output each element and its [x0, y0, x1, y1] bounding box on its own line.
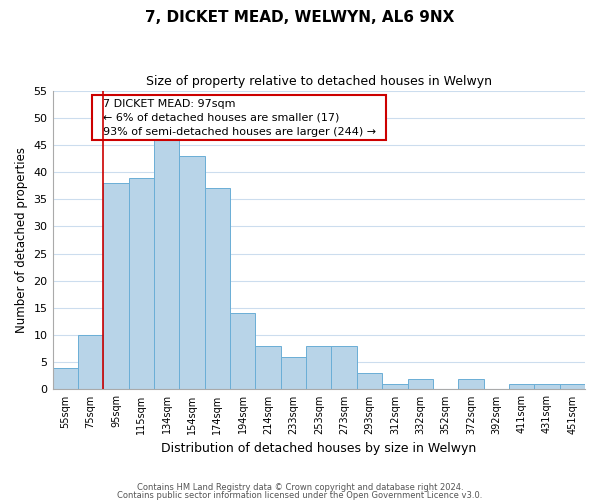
- X-axis label: Distribution of detached houses by size in Welwyn: Distribution of detached houses by size …: [161, 442, 476, 455]
- Bar: [205, 188, 230, 390]
- Text: Contains HM Land Registry data © Crown copyright and database right 2024.: Contains HM Land Registry data © Crown c…: [137, 484, 463, 492]
- Text: 7, DICKET MEAD, WELWYN, AL6 9NX: 7, DICKET MEAD, WELWYN, AL6 9NX: [145, 10, 455, 25]
- Title: Size of property relative to detached houses in Welwyn: Size of property relative to detached ho…: [146, 75, 492, 88]
- Bar: [103, 183, 128, 390]
- Bar: [53, 368, 78, 390]
- Bar: [534, 384, 560, 390]
- Text: 7 DICKET MEAD: 97sqm  
  ← 6% of detached houses are smaller (17)  
  93% of sem: 7 DICKET MEAD: 97sqm ← 6% of detached ho…: [95, 98, 383, 136]
- Bar: [281, 357, 306, 390]
- Bar: [382, 384, 407, 390]
- Bar: [128, 178, 154, 390]
- Bar: [560, 384, 585, 390]
- Bar: [407, 378, 433, 390]
- Bar: [357, 373, 382, 390]
- Text: Contains public sector information licensed under the Open Government Licence v3: Contains public sector information licen…: [118, 490, 482, 500]
- Y-axis label: Number of detached properties: Number of detached properties: [15, 147, 28, 333]
- Bar: [154, 140, 179, 390]
- Bar: [509, 384, 534, 390]
- Bar: [306, 346, 331, 390]
- Bar: [458, 378, 484, 390]
- Bar: [230, 314, 256, 390]
- Bar: [256, 346, 281, 390]
- Bar: [331, 346, 357, 390]
- Bar: [78, 335, 103, 390]
- Bar: [179, 156, 205, 390]
